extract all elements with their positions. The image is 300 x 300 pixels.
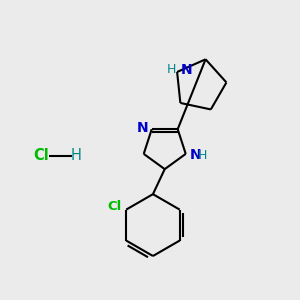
Text: N: N: [181, 63, 192, 76]
Text: N: N: [137, 121, 149, 135]
Text: N: N: [189, 148, 201, 162]
Text: Cl: Cl: [107, 200, 122, 213]
Text: H: H: [166, 63, 176, 76]
Text: H: H: [71, 148, 82, 164]
Text: Cl: Cl: [33, 148, 49, 164]
Text: H: H: [198, 149, 208, 162]
